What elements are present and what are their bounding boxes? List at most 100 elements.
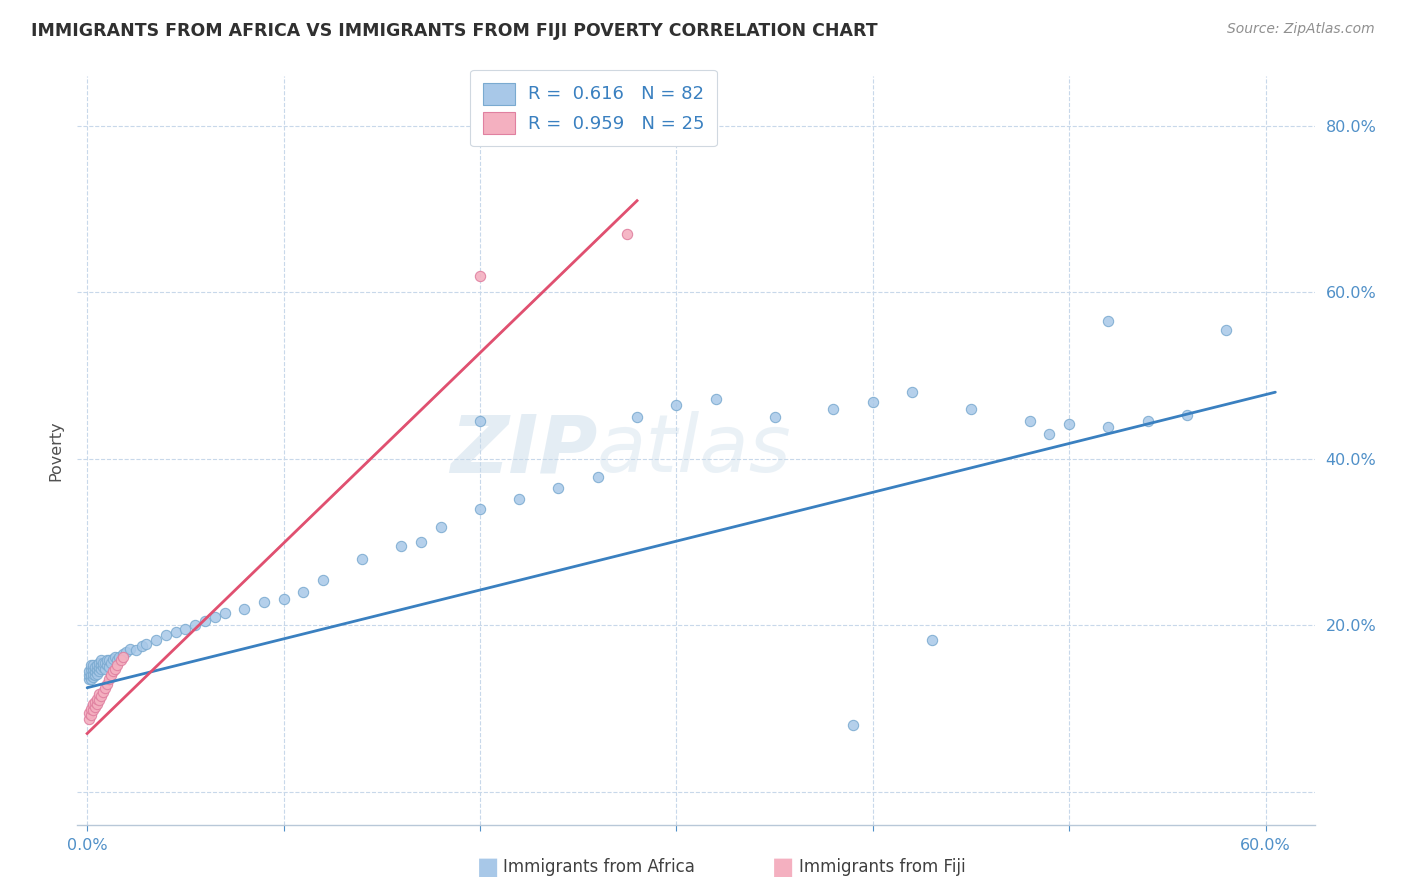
Point	[84, 699, 107, 714]
Point	[82, 666, 104, 681]
Point	[82, 670, 104, 684]
Point	[1215, 323, 1237, 337]
Point	[77, 664, 100, 678]
Point	[87, 656, 110, 670]
Point	[626, 410, 648, 425]
Point	[508, 491, 530, 506]
Point	[80, 658, 103, 673]
Point	[862, 395, 884, 409]
Point	[97, 653, 120, 667]
Point	[97, 660, 120, 674]
Point	[1175, 409, 1198, 423]
Point	[100, 668, 122, 682]
Point	[80, 673, 103, 687]
Point	[77, 712, 100, 726]
Point	[616, 227, 638, 241]
Point	[105, 658, 128, 673]
Point	[292, 585, 315, 599]
Point	[84, 660, 107, 674]
Point	[87, 693, 110, 707]
Point	[86, 662, 108, 676]
Point	[704, 392, 727, 406]
Point	[233, 601, 256, 615]
Point	[91, 685, 114, 699]
Point	[84, 664, 107, 678]
Point	[823, 401, 845, 416]
Point	[82, 698, 104, 712]
Point	[665, 398, 688, 412]
Point	[547, 481, 569, 495]
Point	[1097, 420, 1119, 434]
Point	[174, 623, 197, 637]
Y-axis label: Poverty: Poverty	[48, 420, 63, 481]
Point	[1018, 414, 1040, 428]
Point	[135, 637, 157, 651]
Point	[468, 501, 491, 516]
Point	[87, 687, 110, 701]
Point	[165, 624, 187, 639]
Point	[1136, 414, 1159, 428]
Point	[90, 689, 112, 703]
Text: ■: ■	[772, 855, 794, 879]
Point	[104, 649, 127, 664]
Point	[409, 535, 432, 549]
Point	[86, 658, 108, 673]
Point	[94, 656, 117, 670]
Point	[90, 662, 112, 676]
Point	[82, 662, 104, 676]
Point	[110, 653, 132, 667]
Point	[111, 648, 134, 662]
Point	[82, 658, 104, 673]
Point	[111, 649, 134, 664]
Point	[429, 520, 451, 534]
Point	[125, 643, 148, 657]
Text: Immigrants from Africa: Immigrants from Africa	[503, 858, 695, 876]
Point	[145, 633, 167, 648]
Point	[960, 401, 983, 416]
Point	[1097, 314, 1119, 328]
Point	[921, 633, 943, 648]
Point	[842, 718, 865, 732]
Point	[80, 668, 103, 682]
Point	[94, 681, 117, 695]
Point	[80, 701, 103, 715]
Legend: R =  0.616   N = 82, R =  0.959   N = 25: R = 0.616 N = 82, R = 0.959 N = 25	[470, 70, 717, 146]
Point	[155, 628, 177, 642]
Point	[86, 698, 108, 712]
Point	[184, 618, 207, 632]
Point	[97, 673, 120, 687]
Point	[763, 410, 786, 425]
Text: IMMIGRANTS FROM AFRICA VS IMMIGRANTS FROM FIJI POVERTY CORRELATION CHART: IMMIGRANTS FROM AFRICA VS IMMIGRANTS FRO…	[31, 22, 877, 40]
Point	[101, 664, 124, 678]
Point	[253, 595, 276, 609]
Point	[352, 551, 374, 566]
Point	[87, 660, 110, 674]
Point	[1057, 417, 1080, 431]
Text: atlas: atlas	[598, 411, 792, 490]
Point	[96, 653, 118, 667]
Point	[194, 614, 217, 628]
Point	[77, 668, 100, 682]
Point	[901, 385, 924, 400]
Point	[214, 606, 236, 620]
Point	[468, 414, 491, 428]
Point	[87, 664, 110, 678]
Point	[389, 539, 412, 553]
Point	[468, 268, 491, 283]
Point	[115, 645, 138, 659]
Point	[80, 708, 103, 723]
Text: Immigrants from Fiji: Immigrants from Fiji	[799, 858, 966, 876]
Point	[82, 703, 104, 717]
Point	[105, 653, 128, 667]
Point	[586, 470, 609, 484]
Point	[131, 639, 153, 653]
Point	[84, 668, 107, 682]
Point	[90, 653, 112, 667]
Point	[91, 656, 114, 670]
Point	[101, 651, 124, 665]
Point	[86, 666, 108, 681]
Point	[91, 660, 114, 674]
Point	[80, 662, 103, 676]
Point	[96, 658, 118, 673]
Point	[94, 662, 117, 676]
